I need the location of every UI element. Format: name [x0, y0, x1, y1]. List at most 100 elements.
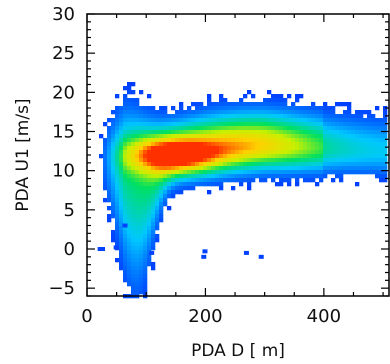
density-cell	[359, 110, 364, 115]
density-cell	[307, 134, 312, 139]
density-cell	[215, 114, 220, 119]
density-cell	[147, 118, 152, 123]
density-cell	[115, 226, 120, 231]
density-cell	[267, 122, 272, 127]
density-cell	[307, 162, 312, 167]
density-cell	[235, 130, 240, 135]
density-cell	[259, 174, 264, 179]
density-cell	[155, 174, 160, 179]
density-cell	[135, 186, 140, 191]
density-cell	[231, 158, 236, 163]
density-cell	[155, 218, 160, 223]
density-cell	[167, 194, 172, 199]
density-cell	[179, 150, 184, 155]
density-cell	[367, 130, 372, 135]
density-cell	[139, 210, 144, 215]
density-cell	[127, 166, 132, 171]
density-cell	[307, 122, 312, 127]
density-cell	[251, 154, 256, 159]
density-cell	[375, 130, 380, 135]
density-cell	[123, 106, 128, 111]
density-cell	[347, 118, 352, 123]
y-tick-label: 20	[52, 82, 75, 103]
density-cell	[135, 142, 140, 147]
density-cell	[151, 238, 156, 243]
density-cell	[263, 158, 268, 163]
density-cell	[359, 146, 364, 151]
density-cell	[151, 194, 156, 199]
density-cell	[347, 126, 352, 131]
density-cell	[131, 142, 136, 147]
density-cell	[315, 110, 320, 115]
density-cell	[139, 186, 144, 191]
density-cell	[351, 138, 356, 143]
density-cell	[239, 154, 244, 159]
density-cell	[111, 154, 116, 159]
density-cell	[143, 162, 148, 167]
density-cell	[331, 134, 336, 139]
density-cell	[167, 126, 172, 131]
density-cell	[347, 114, 352, 119]
density-cell	[127, 114, 132, 119]
density-cell	[351, 118, 356, 123]
density-cell	[283, 170, 288, 175]
density-cell	[135, 178, 140, 183]
density-cell	[251, 110, 256, 115]
density-cell	[119, 150, 124, 155]
density-cell	[123, 262, 128, 267]
density-cell	[355, 154, 360, 159]
density-cell	[151, 210, 156, 215]
density-cell	[123, 118, 128, 123]
density-cell	[199, 162, 204, 167]
density-cell	[347, 166, 352, 171]
density-cell	[287, 178, 292, 183]
density-cell	[147, 146, 152, 151]
density-cell	[199, 102, 204, 107]
density-cell	[307, 158, 312, 163]
density-cell	[195, 174, 200, 179]
density-cell	[195, 162, 200, 167]
density-cell	[231, 118, 236, 123]
density-cell	[179, 114, 184, 119]
density-cell	[259, 146, 264, 151]
density-cell	[103, 174, 108, 179]
density-cell	[143, 210, 148, 215]
density-cell	[243, 154, 248, 159]
density-cell	[199, 130, 204, 135]
density-cell	[155, 210, 160, 215]
density-cell	[243, 134, 248, 139]
density-cell	[127, 266, 132, 271]
density-cell	[291, 142, 296, 147]
density-cell	[155, 234, 160, 239]
density-cell	[347, 158, 352, 163]
density-cell	[339, 102, 344, 107]
density-cell	[199, 118, 204, 123]
density-cell	[139, 290, 144, 295]
density-cell	[203, 118, 208, 123]
density-cell	[191, 142, 196, 147]
density-cell	[143, 290, 148, 295]
density-cell	[151, 166, 156, 171]
density-cell	[127, 234, 132, 239]
density-cell	[379, 162, 384, 167]
density-cell	[139, 114, 144, 119]
density-cell	[339, 130, 344, 135]
density-cell	[191, 146, 196, 151]
density-cell	[239, 130, 244, 135]
density-cell	[311, 178, 316, 183]
density-cell	[347, 142, 352, 147]
density-cell	[179, 126, 184, 131]
density-cell	[275, 102, 280, 107]
density-cell	[299, 174, 304, 179]
density-cell	[275, 158, 280, 163]
density-cell	[259, 118, 264, 123]
density-cell	[283, 110, 288, 115]
density-cell	[127, 118, 132, 123]
density-cell	[311, 146, 316, 151]
density-cell	[131, 278, 136, 283]
density-cell	[231, 114, 236, 119]
density-cell	[191, 110, 196, 115]
density-cell	[131, 202, 136, 207]
density-cell	[123, 194, 128, 199]
density-cell	[287, 114, 292, 119]
